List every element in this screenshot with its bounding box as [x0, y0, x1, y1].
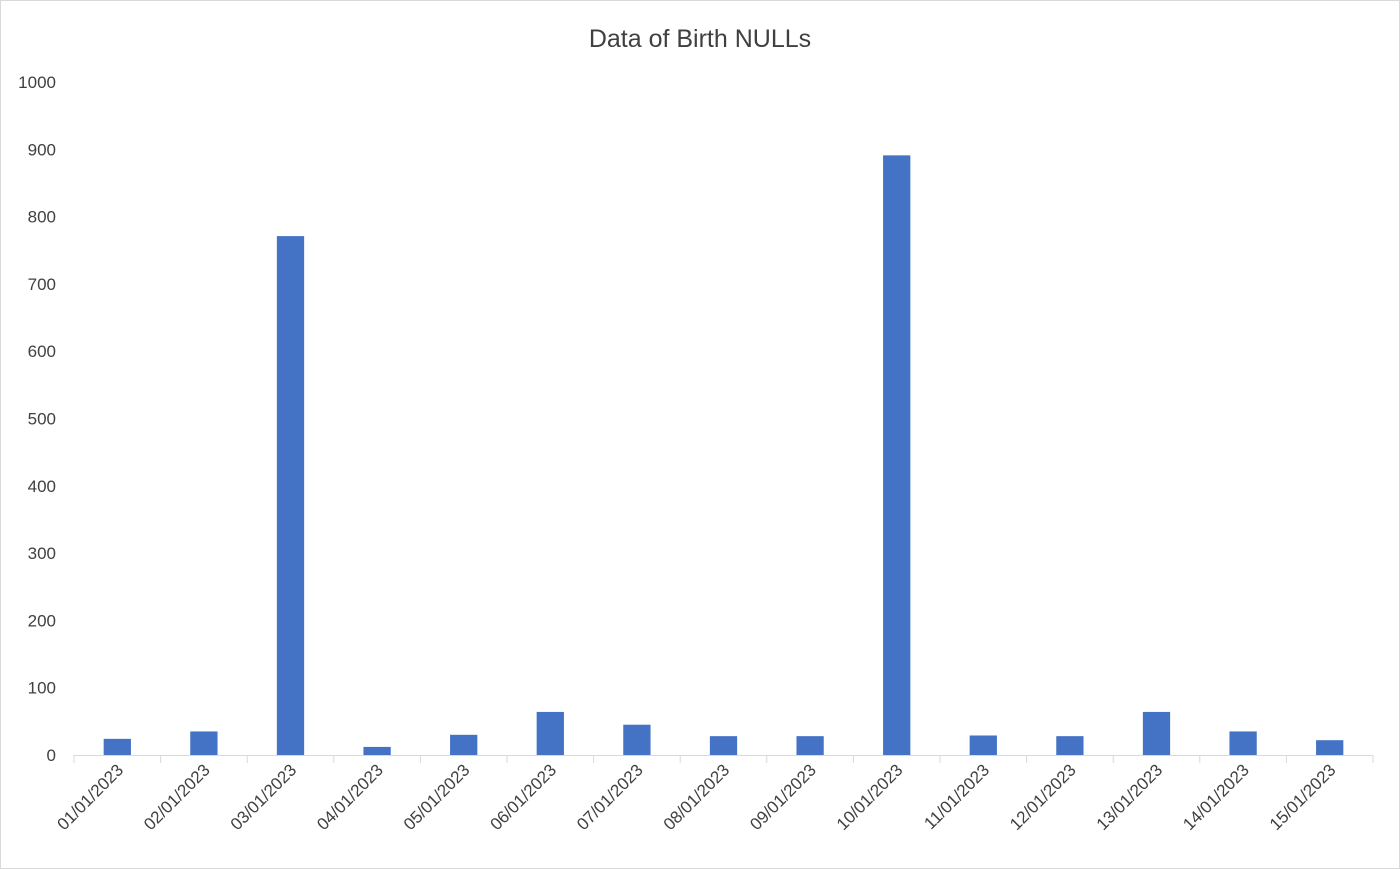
bar: [969, 735, 997, 755]
x-tick-label: 01/01/2023: [54, 760, 128, 834]
bar: [796, 736, 824, 755]
y-tick-label: 900: [28, 140, 56, 159]
x-tick-label: 08/01/2023: [660, 760, 734, 834]
y-tick-label: 800: [28, 208, 56, 227]
x-tick-label: 06/01/2023: [487, 760, 561, 834]
bar: [363, 746, 391, 755]
bar: [190, 731, 218, 755]
y-axis: 0 100 200 300 400 500 600 700 800 900 1000: [18, 73, 56, 765]
x-tick-label: 04/01/2023: [313, 760, 387, 834]
x-tick-label: 10/01/2023: [833, 760, 907, 834]
y-tick-label: 0: [47, 746, 56, 765]
bar: [103, 738, 131, 755]
y-tick-label: 1000: [18, 73, 56, 92]
y-tick-label: 700: [28, 275, 56, 294]
x-tick-label: 15/01/2023: [1266, 760, 1340, 834]
bar: [623, 724, 651, 755]
bar: [1229, 731, 1257, 755]
x-tick-label: 07/01/2023: [573, 760, 647, 834]
bar: [883, 155, 911, 755]
y-tick-label: 300: [28, 544, 56, 563]
bar: [1056, 736, 1084, 755]
bar-series: [103, 155, 1344, 755]
x-tick-label: 14/01/2023: [1179, 760, 1253, 834]
y-tick-label: 400: [28, 477, 56, 496]
x-tick-label: 09/01/2023: [746, 760, 820, 834]
y-tick-label: 100: [28, 679, 56, 698]
y-tick-label: 600: [28, 342, 56, 361]
x-tick-label: 03/01/2023: [227, 760, 301, 834]
x-tick-label: 11/01/2023: [920, 760, 993, 833]
bar: [709, 736, 738, 755]
y-tick-label: 200: [28, 611, 56, 630]
y-tick-label: 500: [28, 410, 56, 429]
x-axis: 01/01/2023 02/01/2023 03/01/2023 04/01/2023…: [54, 760, 1340, 834]
bar: [536, 711, 564, 755]
x-tick-label: 05/01/2023: [400, 760, 474, 834]
x-tick-label: 13/01/2023: [1093, 760, 1167, 834]
x-axis-ticks: [73, 755, 1374, 763]
x-tick-label: 02/01/2023: [140, 760, 214, 834]
bar: [1316, 740, 1344, 755]
bar: [450, 734, 478, 755]
x-tick-label: 12/01/2023: [1006, 760, 1080, 834]
chart-title: Data of Birth NULLs: [589, 25, 811, 53]
bar: [1142, 711, 1171, 755]
bar: [276, 236, 305, 755]
